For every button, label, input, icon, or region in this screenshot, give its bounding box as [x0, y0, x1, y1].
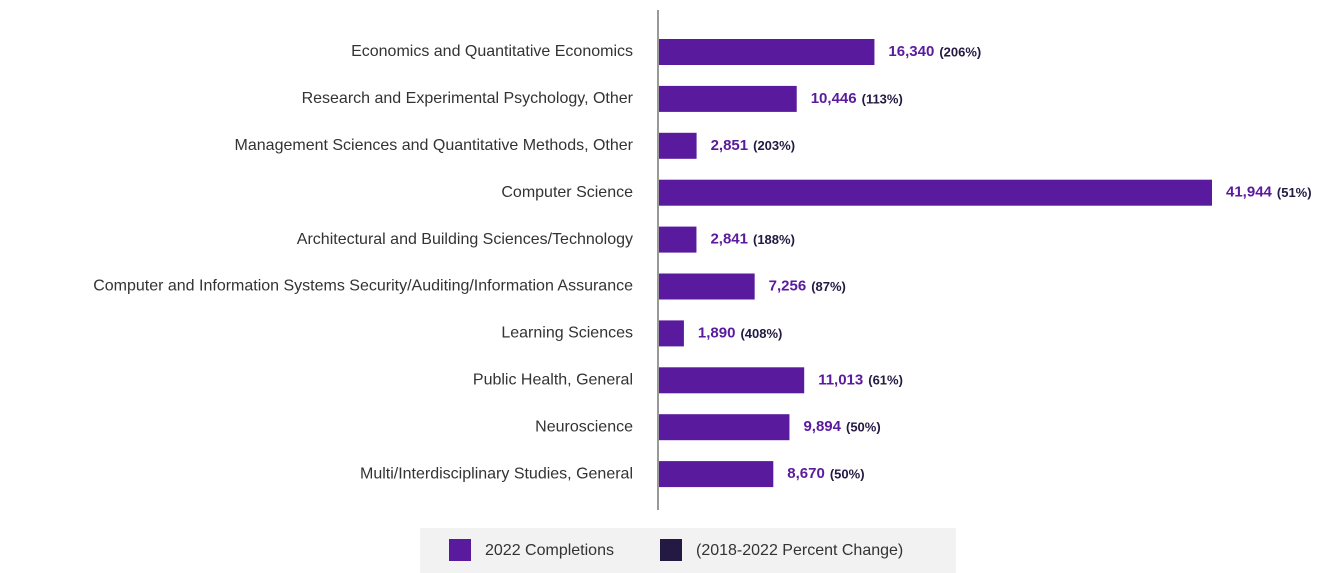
category-label: Multi/Interdisciplinary Studies, General: [360, 465, 633, 482]
percent-label: (87%): [811, 279, 846, 294]
value-label: 7,256: [769, 277, 807, 294]
percent-label: (206%): [939, 44, 981, 59]
value-label: 10,446: [811, 90, 857, 107]
value-label: 11,013: [818, 371, 863, 388]
category-label: Research and Experimental Psychology, Ot…: [302, 90, 634, 107]
value-label: 16,340: [888, 43, 934, 60]
bar: [659, 132, 697, 159]
value-label: 2,841: [710, 231, 748, 248]
percent-label: (203%): [753, 138, 795, 153]
category-label: Public Health, General: [473, 372, 633, 389]
value-label: 9,894: [803, 418, 841, 435]
category-label: Economics and Quantitative Economics: [351, 43, 633, 60]
percent-label: (50%): [830, 467, 865, 482]
legend-swatch: [449, 539, 471, 561]
percent-label: (50%): [846, 420, 881, 435]
bar: [659, 414, 790, 441]
bar: [659, 273, 755, 300]
category-label: Learning Sciences: [501, 325, 633, 342]
value-label: 1,890: [698, 324, 736, 341]
percent-label: (51%): [1277, 185, 1312, 200]
legend-label: 2022 Completions: [485, 542, 614, 559]
bar: [659, 85, 797, 112]
percent-label: (61%): [868, 373, 903, 388]
legend-label: (2018-2022 Percent Change): [696, 542, 903, 559]
bar: [659, 226, 697, 253]
category-label: Neuroscience: [535, 418, 633, 435]
percent-label: (113%): [862, 91, 903, 106]
bar: [659, 461, 774, 488]
bar: [659, 179, 1212, 206]
bar: [659, 320, 684, 347]
category-label: Architectural and Building Sciences/Tech…: [297, 231, 633, 248]
percent-label: (188%): [753, 232, 795, 247]
value-label: 8,670: [787, 465, 825, 482]
value-label: 41,944: [1226, 184, 1273, 201]
category-label: Computer Science: [501, 184, 633, 201]
value-label: 2,851: [711, 137, 749, 154]
percent-label: (408%): [740, 326, 782, 341]
bar: [659, 39, 875, 65]
category-label: Management Sciences and Quantitative Met…: [235, 137, 634, 154]
legend-swatch: [660, 539, 682, 561]
category-label: Computer and Information Systems Securit…: [93, 278, 633, 295]
bar: [659, 367, 805, 394]
legend-box: [420, 528, 956, 573]
